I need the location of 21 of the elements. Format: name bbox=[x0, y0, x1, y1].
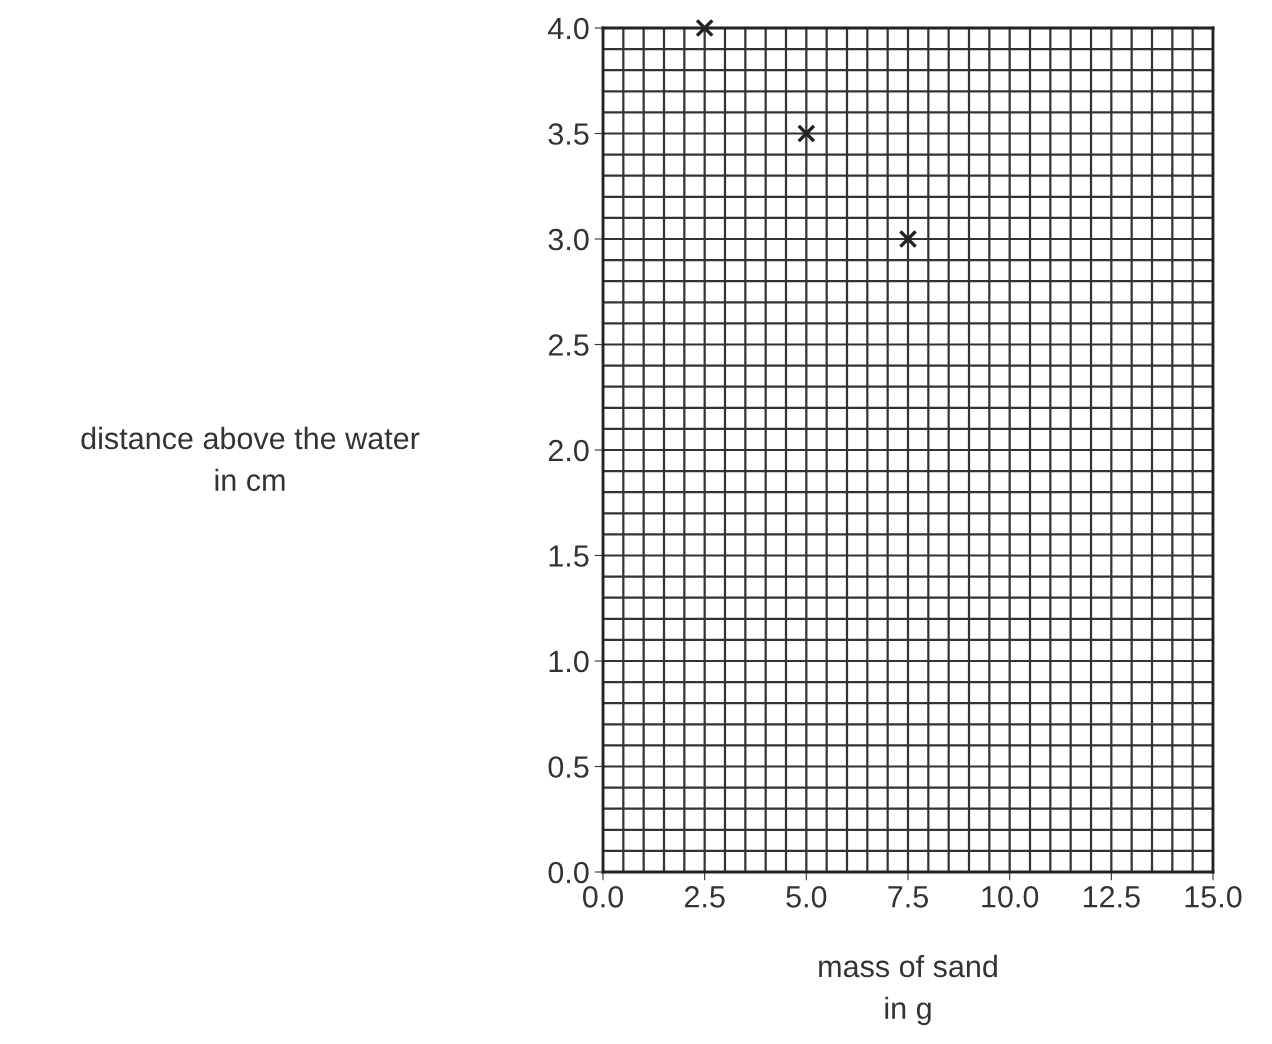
x-axis-title: mass of sand in g bbox=[819, 954, 997, 1026]
x-tick-label: 7.5 bbox=[888, 886, 928, 908]
y-tick-label: 4.0 bbox=[548, 17, 589, 40]
x-tick-label: 5.0 bbox=[786, 886, 827, 908]
x-tick-label: 0.0 bbox=[582, 886, 624, 908]
point bbox=[898, 229, 918, 249]
y-axis-title: distance above the water in cm bbox=[81, 426, 420, 492]
y-tick-label: 3.0 bbox=[548, 228, 589, 251]
x-tick-label: 12.5 bbox=[1083, 886, 1140, 908]
y-tick-label: 3.5 bbox=[548, 123, 589, 145]
point bbox=[796, 124, 816, 143]
y-tick-label: 0.5 bbox=[548, 756, 589, 778]
x-tick-label: 15.0 bbox=[1185, 886, 1242, 908]
y-tick-label: 2.5 bbox=[548, 334, 589, 356]
y-tick-label: 1.0 bbox=[549, 650, 589, 673]
y-tick-label: 0.0 bbox=[548, 861, 589, 884]
point bbox=[695, 18, 715, 38]
x-tick-label: 10.0 bbox=[982, 886, 1039, 908]
y-tick-label: 1.5 bbox=[549, 545, 589, 567]
y-tick-label: 2.0 bbox=[548, 439, 589, 462]
x-tick-label: 2.5 bbox=[684, 886, 725, 908]
